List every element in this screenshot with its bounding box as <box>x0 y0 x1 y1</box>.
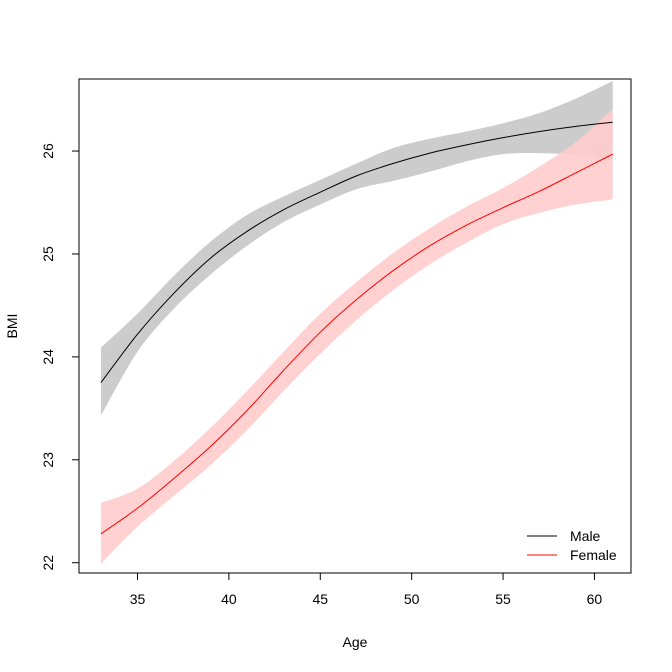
confidence-band-female <box>100 108 613 564</box>
x-tick-label: 60 <box>587 591 603 607</box>
x-tick-label: 50 <box>404 591 420 607</box>
series-lines <box>100 121 613 535</box>
confidence-bands <box>100 81 613 564</box>
x-tick-label: 55 <box>495 591 511 607</box>
y-tick-label: 24 <box>40 349 56 365</box>
x-axis: 35 40 45 50 55 60 <box>130 572 603 607</box>
y-tick-label: 22 <box>40 555 56 571</box>
y-tick-label: 26 <box>40 143 56 159</box>
legend-label-female: Female <box>570 547 617 563</box>
series-line-male <box>100 121 613 383</box>
confidence-band-male <box>100 81 613 416</box>
x-tick-label: 35 <box>130 591 146 607</box>
legend: Male Female <box>527 528 617 563</box>
y-tick-label: 25 <box>40 246 56 262</box>
y-axis: 22 23 24 25 26 <box>40 143 80 571</box>
x-axis-title: Age <box>343 634 368 650</box>
series-line-female <box>100 153 613 535</box>
x-tick-label: 45 <box>312 591 328 607</box>
y-tick-label: 23 <box>40 452 56 468</box>
y-axis-title: BMI <box>4 314 20 339</box>
legend-label-male: Male <box>570 528 601 544</box>
x-tick-label: 40 <box>221 591 237 607</box>
